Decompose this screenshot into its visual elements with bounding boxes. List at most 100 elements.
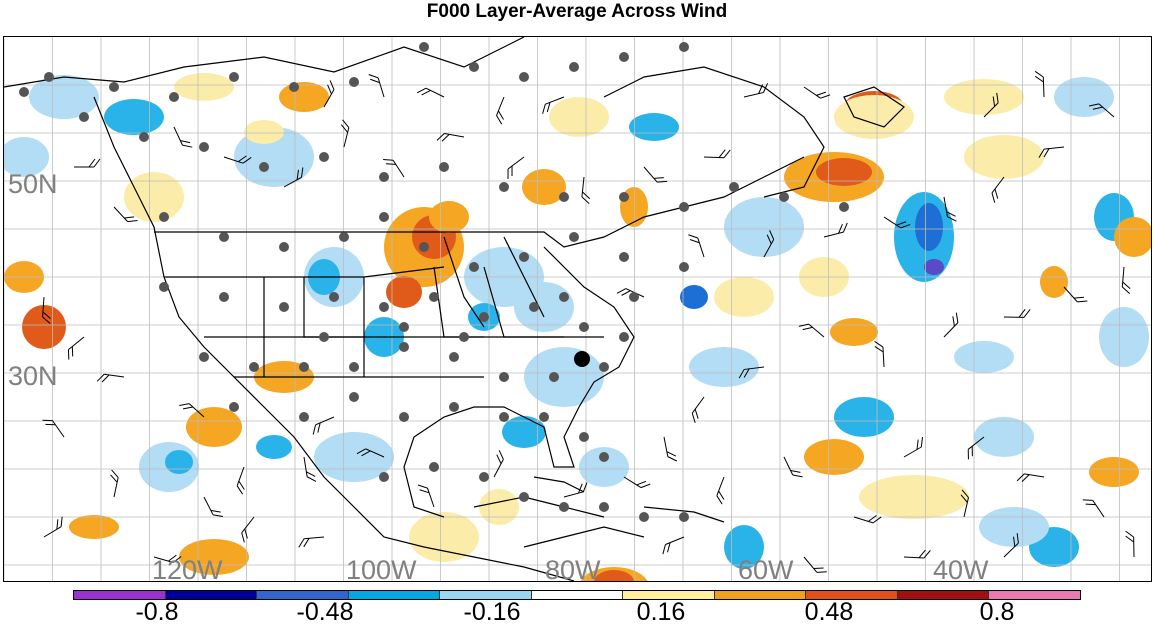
station-dot <box>279 242 289 252</box>
colorbar-label: -0.48 <box>297 598 354 627</box>
wind-barb <box>900 437 927 457</box>
shaded-region <box>915 203 943 251</box>
station-dot <box>379 302 389 312</box>
shaded-region <box>629 113 679 141</box>
colorbar-swatch <box>166 591 258 599</box>
shaded-region <box>165 450 193 474</box>
station-dot <box>559 292 569 302</box>
wind-barb <box>74 159 100 167</box>
station-dot <box>19 87 29 97</box>
station-dot <box>199 352 209 362</box>
station-dot <box>679 512 689 522</box>
station-dot <box>579 432 589 442</box>
wind-barb <box>704 149 730 158</box>
shaded-region <box>974 417 1034 457</box>
station-dot <box>419 42 429 52</box>
shaded-region <box>804 439 864 475</box>
station-dot <box>639 512 649 522</box>
station-dot <box>599 502 609 512</box>
wind-barb <box>174 124 192 151</box>
shaded-region <box>689 347 759 387</box>
shaded-region <box>1089 457 1139 487</box>
station-dot <box>229 402 239 412</box>
station-dot <box>299 362 309 372</box>
station-dot <box>379 172 389 182</box>
station-dot <box>619 192 629 202</box>
station-dot <box>519 72 529 82</box>
wind-barb <box>503 157 529 179</box>
station-dot <box>479 472 489 482</box>
colorbar-label: -0.16 <box>464 598 521 627</box>
station-dot <box>289 82 299 92</box>
wind-barb <box>715 477 732 504</box>
station-dot <box>469 262 479 272</box>
station-dot <box>839 202 849 212</box>
shaded-region <box>954 341 1014 373</box>
station-dot <box>599 452 609 462</box>
wind-barb <box>238 517 260 542</box>
wind-barb <box>784 453 803 480</box>
station-dot <box>559 502 569 512</box>
chart-title: F000 Layer-Average Across Wind <box>0 0 1154 26</box>
station-dot <box>399 412 409 422</box>
station-dot <box>379 472 389 482</box>
shaded-region <box>69 515 119 539</box>
lat-label-50n: 50N <box>8 171 58 198</box>
wind-barb <box>1035 71 1044 97</box>
wind-barb <box>644 162 667 187</box>
station-dot <box>469 62 479 72</box>
shaded-region <box>816 158 872 186</box>
colorbar-swatch <box>715 591 807 599</box>
wind-barb <box>1122 267 1132 294</box>
lon-label-80w: 80W <box>545 557 601 582</box>
shaded-region <box>724 197 804 257</box>
shaded-region <box>22 305 66 349</box>
station-dot <box>159 212 169 222</box>
shaded-region <box>964 135 1044 179</box>
station-dot <box>219 292 229 302</box>
station-dot <box>569 62 579 72</box>
shaded-region <box>680 285 708 309</box>
station-dot <box>329 292 339 302</box>
map-canvas <box>4 37 1151 581</box>
wind-barb <box>664 435 677 462</box>
station-dot <box>449 402 459 412</box>
station-dot <box>399 322 409 332</box>
station-dot <box>419 242 429 252</box>
station-dot <box>479 312 489 322</box>
colorbar-label: 0.8 <box>980 598 1015 627</box>
wind-barb <box>562 483 589 497</box>
wind-barb <box>804 80 830 101</box>
station-dot <box>499 182 509 192</box>
shaded-region <box>859 475 969 519</box>
colorbar-swatch <box>349 591 441 599</box>
shaded-region <box>279 82 329 112</box>
shaded-region <box>524 347 604 407</box>
station-dot <box>779 192 789 202</box>
shaded-region <box>549 97 609 137</box>
highlighted-station-dot <box>574 351 590 367</box>
shaded-region <box>479 489 519 525</box>
shaded-region <box>256 435 292 459</box>
wind-barb <box>804 552 827 577</box>
wind-barb <box>310 417 337 435</box>
wind-barb <box>40 517 66 537</box>
station-dot <box>229 72 239 82</box>
wind-barb <box>1083 495 1104 521</box>
wind-barb <box>624 470 650 491</box>
station-dot <box>549 372 559 382</box>
shaded-region <box>104 99 164 135</box>
station-dot <box>319 152 329 162</box>
map-panel: 50N 30N 120W 100W 80W 60W 40W <box>3 36 1152 582</box>
station-dot <box>449 352 459 362</box>
wind-barb <box>369 72 384 99</box>
station-dot <box>619 332 629 342</box>
station-dot <box>499 412 509 422</box>
coastline-segment <box>524 527 644 547</box>
station-dot <box>569 232 579 242</box>
station-dot <box>559 192 569 202</box>
lon-label-40w: 40W <box>933 557 989 582</box>
shaded-region <box>386 276 422 308</box>
station-dot <box>339 232 349 242</box>
station-dot <box>109 82 119 92</box>
